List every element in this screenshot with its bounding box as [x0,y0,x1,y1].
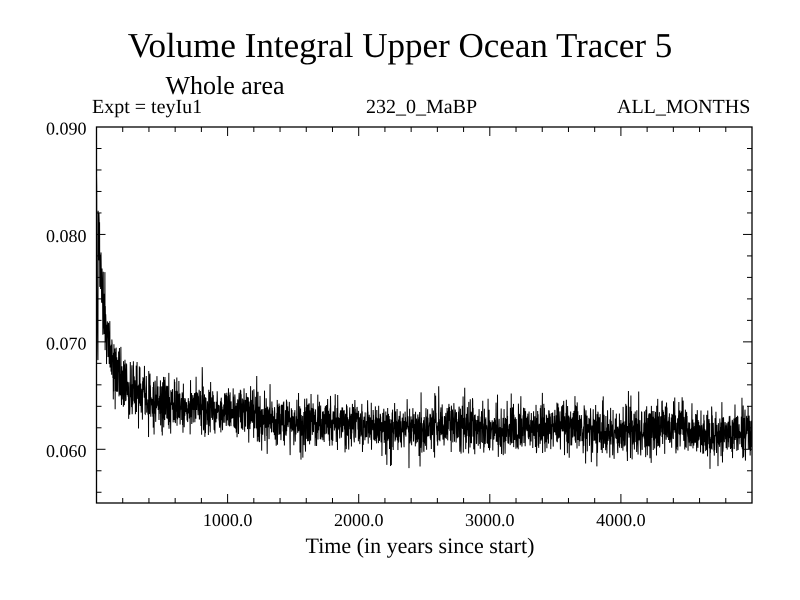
svg-text:2000.0: 2000.0 [334,510,384,530]
svg-text:0.060: 0.060 [46,441,87,461]
svg-text:0.070: 0.070 [46,333,87,353]
svg-text:4000.0: 4000.0 [596,510,646,530]
svg-text:3000.0: 3000.0 [465,510,515,530]
svg-text:0.090: 0.090 [46,119,87,139]
svg-text:0.080: 0.080 [46,226,87,246]
svg-text:1000.0: 1000.0 [203,510,253,530]
